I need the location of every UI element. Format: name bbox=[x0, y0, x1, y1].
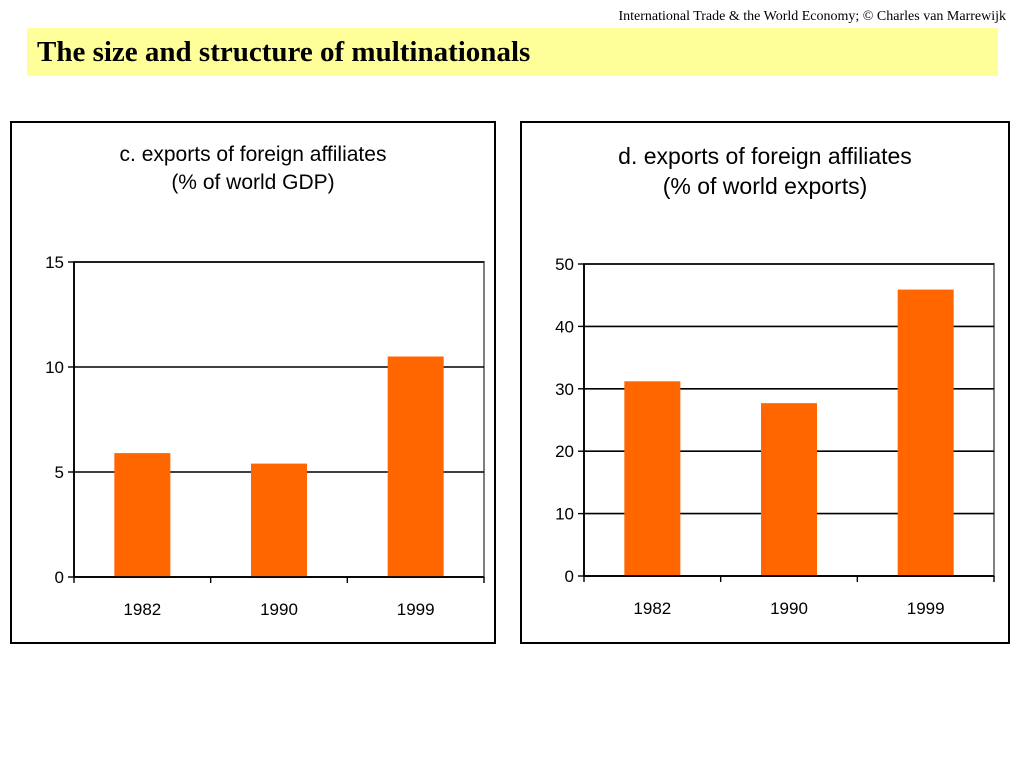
bar-1990 bbox=[761, 403, 817, 576]
bar-1982 bbox=[624, 381, 681, 576]
y-tick-label: 0 bbox=[55, 568, 64, 587]
chart-d-title-line1: d. exports of foreign affiliates bbox=[618, 143, 912, 169]
chart-c-svg: 0 5 10 15 1982 1990 1999 bbox=[45, 253, 485, 619]
credit-line: International Trade & the World Economy;… bbox=[618, 9, 1006, 24]
y-tick-label: 20 bbox=[555, 442, 574, 461]
bar-1990 bbox=[251, 463, 307, 577]
chart-c-title-line1: c. exports of foreign affiliates bbox=[119, 143, 387, 166]
chart-panel-c: c. exports of foreign affiliates (% of w… bbox=[10, 121, 496, 644]
chart-panel-d: d. exports of foreign affiliates (% of w… bbox=[520, 121, 1010, 644]
y-tick-label: 0 bbox=[565, 567, 574, 586]
y-tick-label: 10 bbox=[555, 505, 574, 524]
x-tick-label: 1999 bbox=[907, 599, 945, 618]
x-tick-label: 1990 bbox=[260, 600, 298, 619]
chart-c-title-line2: (% of world GDP) bbox=[171, 170, 335, 194]
slide-title: The size and structure of multinationals bbox=[37, 36, 531, 68]
x-tick-label: 1990 bbox=[770, 599, 808, 618]
bar-1982 bbox=[114, 453, 171, 577]
chart-d-title-line2: (% of world exports) bbox=[662, 173, 868, 200]
y-tick-label: 50 bbox=[555, 255, 574, 274]
x-tick-label: 1982 bbox=[633, 599, 671, 618]
chart-c-title: c. exports of foreign affiliates (% of w… bbox=[12, 141, 494, 196]
y-tick-label: 30 bbox=[555, 380, 574, 399]
y-tick-label: 15 bbox=[45, 253, 64, 272]
bar-1999 bbox=[387, 356, 444, 577]
y-tick-label: 5 bbox=[55, 463, 64, 482]
title-banner: The size and structure of multinationals bbox=[27, 28, 998, 76]
x-tick-label: 1982 bbox=[123, 600, 161, 619]
chart-d-svg: 0 10 20 30 40 50 1982 1990 1999 bbox=[555, 255, 995, 618]
y-tick-label: 10 bbox=[45, 358, 64, 377]
chart-d-title: d. exports of foreign affiliates (% of w… bbox=[522, 141, 1008, 202]
x-tick-label: 1999 bbox=[397, 600, 435, 619]
bar-1999 bbox=[897, 289, 954, 576]
y-tick-label: 40 bbox=[555, 317, 574, 336]
